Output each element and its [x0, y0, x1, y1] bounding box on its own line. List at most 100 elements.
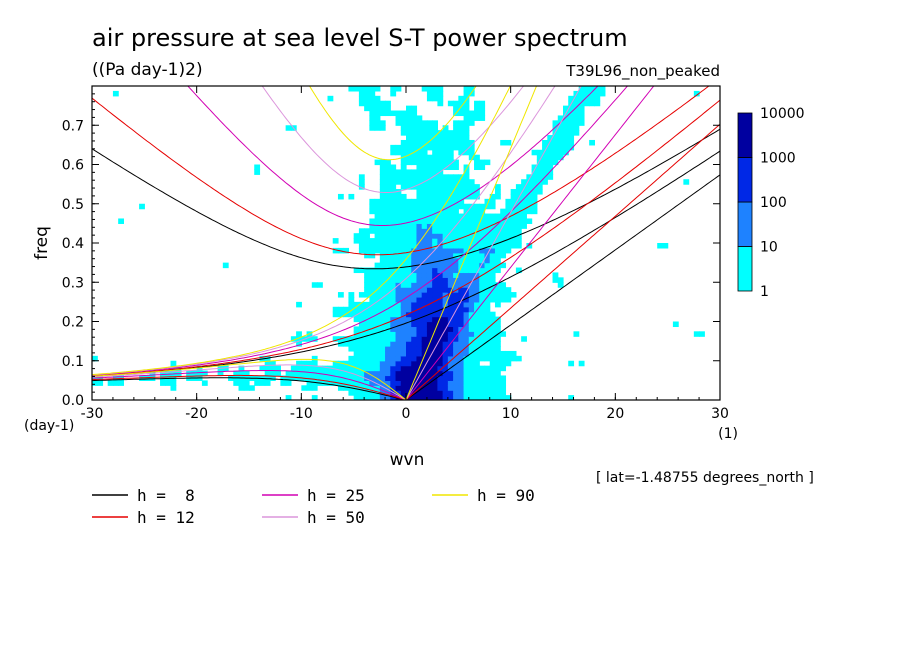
heatmap-cell	[421, 341, 428, 347]
heatmap-cell	[489, 341, 496, 347]
heatmap-cell	[416, 169, 423, 175]
heatmap-cell	[416, 346, 423, 352]
heatmap-cell	[374, 86, 381, 92]
heatmap-cell	[672, 321, 679, 328]
heatmap-cell	[385, 370, 391, 377]
heatmap-cell	[484, 370, 491, 377]
heatmap-cell	[479, 375, 486, 381]
heatmap-cell	[416, 159, 423, 166]
heatmap-cell	[484, 306, 491, 313]
heatmap-cell	[416, 390, 423, 396]
heatmap-cell	[343, 336, 350, 342]
heatmap-cell	[390, 193, 397, 200]
heatmap-cell	[568, 95, 575, 102]
heatmap-cell	[515, 208, 522, 215]
heatmap-cell	[390, 174, 397, 180]
heatmap-cell	[358, 292, 365, 298]
heatmap-cell	[421, 139, 428, 146]
heatmap-cell	[139, 203, 145, 210]
heatmap-cell	[327, 380, 334, 386]
heatmap-cell	[395, 306, 402, 313]
heatmap-cell	[421, 311, 428, 318]
heatmap-cell	[432, 355, 438, 362]
heatmap-cell	[437, 282, 444, 288]
heatmap-cell	[390, 370, 397, 377]
heatmap-cell	[458, 184, 465, 190]
heatmap-cell	[474, 380, 480, 386]
heatmap-cell	[322, 375, 329, 381]
heatmap-cell	[494, 301, 501, 308]
heatmap-cell	[484, 159, 491, 166]
heatmap-cell	[453, 350, 459, 357]
heatmap-cell	[505, 139, 512, 146]
heatmap-cell	[400, 169, 407, 175]
heatmap-cell	[531, 193, 538, 200]
heatmap-cell	[400, 390, 407, 396]
heatmap-cell	[337, 193, 344, 200]
heatmap-cell	[489, 311, 496, 318]
dispersion-curve	[92, 86, 710, 256]
heatmap-cell	[458, 296, 465, 303]
heatmap-cell	[374, 277, 381, 283]
heatmap-cell	[500, 252, 507, 259]
heatmap-cell	[463, 365, 470, 372]
heatmap-cell	[421, 326, 428, 332]
heatmap-cell	[432, 164, 438, 171]
heatmap-cell	[505, 243, 512, 249]
heatmap-cell	[484, 228, 491, 234]
heatmap-cell	[395, 292, 402, 298]
heatmap-cell	[395, 385, 402, 391]
heatmap-cell	[426, 238, 433, 244]
heatmap-cell	[416, 228, 423, 234]
heatmap-cell	[432, 301, 438, 308]
heatmap-cell	[479, 321, 486, 328]
heatmap-cell	[468, 262, 475, 269]
heatmap-cell	[421, 365, 428, 372]
heatmap-cell	[426, 130, 433, 136]
heatmap-cell	[416, 306, 423, 313]
heatmap-cell	[437, 380, 444, 386]
heatmap-cell	[447, 296, 454, 303]
heatmap-cell	[379, 272, 386, 278]
heatmap-cell	[426, 213, 433, 220]
heatmap-cell	[369, 380, 376, 386]
heatmap-cell	[453, 321, 459, 328]
heatmap-cell	[385, 282, 391, 288]
heatmap-cell	[353, 346, 360, 352]
heatmap-cell	[468, 306, 475, 313]
heatmap-cell	[557, 154, 564, 161]
heatmap-cell	[468, 257, 475, 264]
heatmap-cell	[374, 370, 381, 377]
heatmap-cell	[447, 267, 454, 274]
heatmap-cell	[369, 360, 376, 367]
heatmap-cell	[411, 110, 418, 117]
heatmap-cell	[332, 360, 339, 367]
heatmap-cell	[447, 208, 454, 215]
heatmap-cell	[442, 198, 449, 205]
heatmap-cell	[442, 174, 449, 180]
heatmap-cell	[337, 370, 344, 377]
heatmap-cell	[421, 135, 428, 141]
heatmap-cell	[416, 174, 423, 180]
heatmap-cell	[432, 395, 438, 400]
heatmap-cell	[254, 164, 261, 171]
heatmap-cell	[447, 213, 454, 220]
heatmap-cell	[332, 247, 339, 254]
heatmap-cell	[421, 287, 428, 293]
heatmap-cell	[437, 243, 444, 249]
heatmap-cell	[400, 233, 407, 239]
heatmap-cell	[379, 252, 386, 259]
heatmap-cell	[447, 135, 454, 141]
y-axis-label: freq	[32, 226, 52, 260]
heatmap-cell	[400, 346, 407, 352]
heatmap-cell	[379, 370, 386, 377]
heatmap-cell	[442, 341, 449, 347]
heatmap-cell	[458, 341, 465, 347]
heatmap-cell	[447, 247, 454, 254]
heatmap-cell	[484, 331, 491, 337]
heatmap-cell	[521, 198, 527, 205]
heatmap-cell	[437, 350, 444, 357]
heatmap-cell	[385, 395, 391, 400]
heatmap-cell	[406, 311, 412, 318]
heatmap-cell	[468, 213, 475, 220]
